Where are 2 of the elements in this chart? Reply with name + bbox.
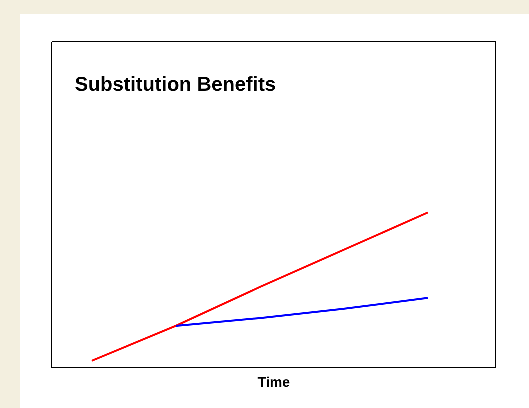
x-axis-title: Time	[256, 374, 292, 390]
chart-title: Substitution Benefits	[75, 74, 276, 97]
